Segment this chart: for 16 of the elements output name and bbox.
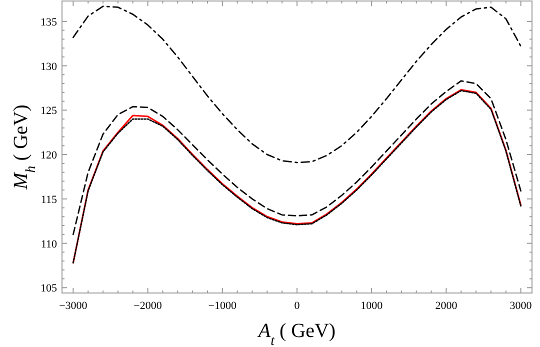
line-series xyxy=(72,6,522,164)
y-tick-label: 125 xyxy=(40,105,58,118)
x-tick-label: −2000 xyxy=(134,300,162,312)
y-tick-label: 110 xyxy=(40,238,58,250)
y-tick-label: 130 xyxy=(40,60,58,73)
y-tick-label: 115 xyxy=(40,194,58,206)
y-tick-label: 105 xyxy=(40,282,58,295)
x-tick-label: 1000 xyxy=(360,300,384,312)
x-tick-label: 2000 xyxy=(435,300,458,312)
y-tick-label: 135 xyxy=(40,16,58,28)
x-tick-label: 3000 xyxy=(510,300,532,312)
x-axis-title: A$_{t}$ ( GeV) xyxy=(256,320,336,347)
y-tick-label: 120 xyxy=(40,150,58,162)
x-tick-label: −3000 xyxy=(59,300,88,312)
x-tick-label: −1000 xyxy=(208,300,237,312)
x-tick-label: 0 xyxy=(294,300,300,312)
